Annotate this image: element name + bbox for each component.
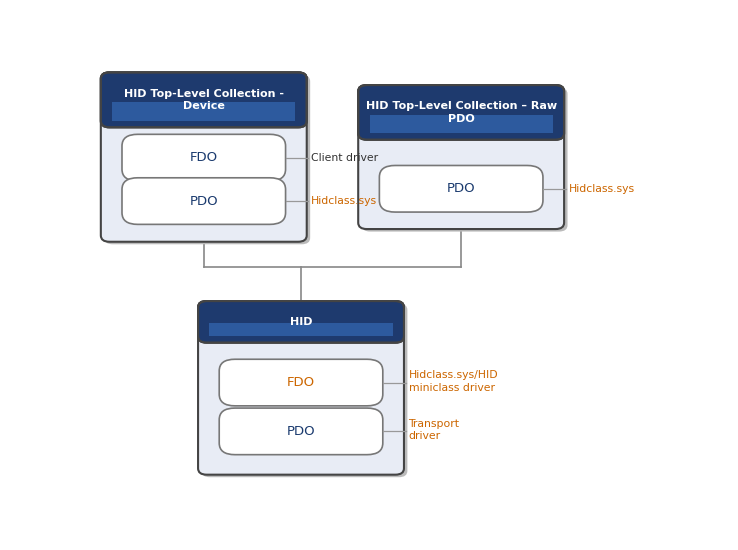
Bar [367,129,556,131]
Text: Transport: Transport [409,419,460,429]
Bar [207,329,396,331]
FancyBboxPatch shape [104,75,310,244]
Bar [367,126,556,129]
Bar [110,104,297,121]
Bar [109,110,298,113]
Bar [367,95,556,98]
Bar [370,114,553,134]
Bar [368,117,555,134]
Text: FDO: FDO [190,151,218,164]
Bar [367,97,556,100]
Bar [109,114,298,117]
Text: HID: HID [290,317,312,327]
Bar [109,118,298,121]
FancyBboxPatch shape [358,85,564,229]
FancyBboxPatch shape [122,134,286,181]
Bar [367,114,556,117]
Bar [207,332,396,333]
Text: HID Top-Level Collection – Raw
PDO: HID Top-Level Collection – Raw PDO [365,101,556,124]
Bar [207,326,396,328]
Text: Hidclass.sys/HID: Hidclass.sys/HID [409,370,498,380]
Text: PDO: PDO [286,425,315,438]
FancyBboxPatch shape [198,301,404,343]
Bar [367,125,556,127]
Bar [207,309,396,310]
Text: driver: driver [409,431,441,442]
Bar [367,93,556,96]
Text: Hidclass.sys: Hidclass.sys [311,196,377,206]
Bar [109,103,298,106]
Bar [367,120,556,123]
Text: Hidclass.sys: Hidclass.sys [569,184,635,194]
FancyBboxPatch shape [219,359,383,406]
Bar [109,100,298,102]
Bar [367,108,556,111]
Bar [207,327,396,329]
Bar [367,112,556,114]
Text: Client driver: Client driver [311,152,379,163]
Bar [207,317,396,319]
FancyBboxPatch shape [358,85,564,140]
Bar [207,318,396,321]
Bar [109,108,298,111]
Text: miniclass driver: miniclass driver [409,383,494,393]
Text: PDO: PDO [446,182,475,195]
Bar [109,78,298,81]
Bar [367,123,556,125]
FancyBboxPatch shape [101,73,307,128]
Text: FDO: FDO [287,376,315,389]
Bar [207,307,396,309]
Bar [367,91,556,94]
Bar [207,325,395,337]
Bar [109,93,298,96]
Bar [207,334,396,337]
Bar [367,116,556,119]
Bar [109,112,298,114]
Bar [207,313,396,315]
FancyBboxPatch shape [122,178,286,224]
Text: HID Top-Level Collection -
Device: HID Top-Level Collection - Device [124,89,284,111]
Bar [109,106,298,108]
FancyBboxPatch shape [362,87,568,232]
Bar [207,333,396,335]
Bar [207,320,396,322]
Bar [207,321,396,323]
Bar [367,102,556,104]
Bar [109,85,298,87]
Bar [207,324,396,326]
Bar [109,117,298,119]
Bar [207,314,396,316]
Bar [210,323,393,337]
Bar [109,89,298,91]
Bar [109,91,298,94]
Bar [367,118,556,121]
Bar [207,311,396,313]
Bar [109,80,298,83]
Bar [207,310,396,312]
Bar [109,97,298,100]
Bar [109,87,298,89]
Text: PDO: PDO [190,195,218,207]
Bar [109,95,298,98]
FancyBboxPatch shape [219,408,383,455]
Bar [367,100,556,102]
Bar [367,131,556,134]
Bar [367,110,556,112]
Bar [207,316,396,317]
FancyBboxPatch shape [101,73,307,242]
Bar [112,102,295,121]
Bar [109,82,298,85]
FancyBboxPatch shape [379,166,543,212]
Bar [207,330,396,332]
Bar [367,106,556,108]
FancyBboxPatch shape [201,304,407,477]
Bar [109,102,298,104]
FancyBboxPatch shape [198,301,404,475]
Bar [207,323,396,325]
Bar [367,103,556,106]
